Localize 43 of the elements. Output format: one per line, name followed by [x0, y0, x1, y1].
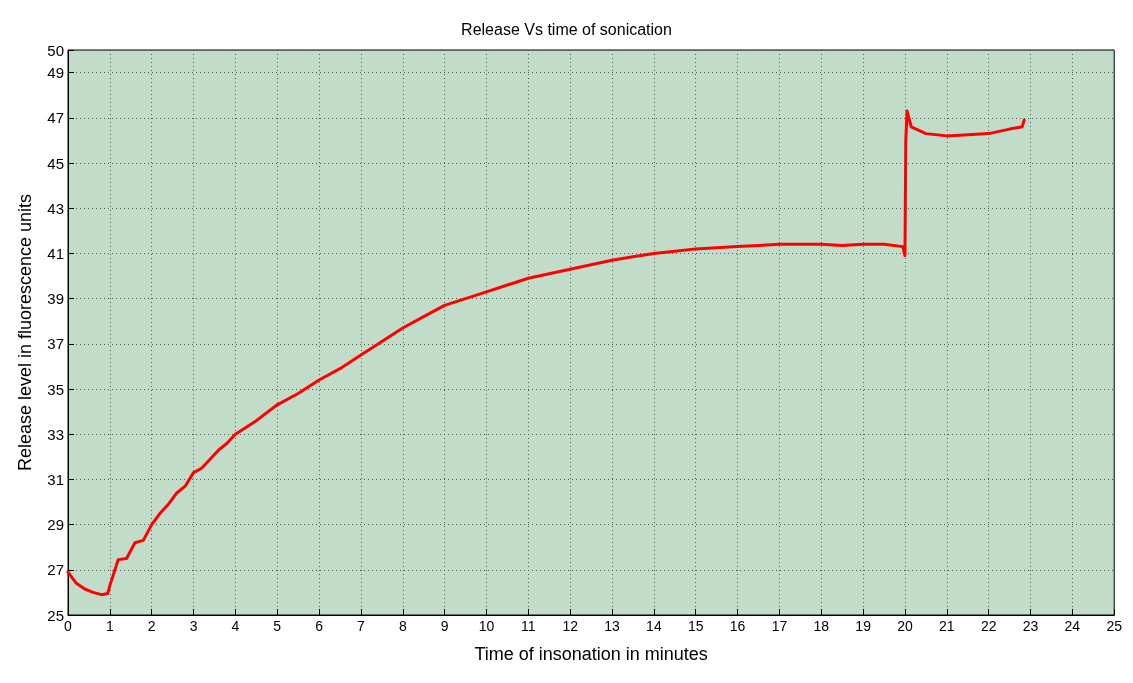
- x-tick-label: 25: [1106, 618, 1123, 634]
- x-tick-label: 10: [478, 618, 495, 634]
- x-tick-label: 3: [189, 618, 198, 634]
- x-tick-label: 14: [646, 618, 662, 634]
- y-axis-title: Release level in fluorescence units: [15, 193, 35, 472]
- x-axis-title: Time of insonation in minutes: [474, 644, 708, 664]
- x-tick-label: 21: [939, 618, 955, 634]
- x-tick-label: 22: [980, 618, 997, 634]
- x-tick-label: 15: [687, 618, 704, 634]
- x-tick-label: 9: [440, 618, 449, 634]
- x-tick-label: 1: [105, 618, 114, 634]
- y-tick-label: 37: [47, 335, 64, 353]
- x-tick-label: 17: [771, 618, 788, 634]
- x-tick-label: 0: [64, 618, 73, 634]
- x-tick-label: 4: [231, 618, 240, 634]
- x-tick-label: 12: [562, 618, 579, 634]
- x-tick-label: 8: [398, 618, 407, 634]
- y-tick-label: 45: [47, 154, 64, 172]
- x-tick-label: 20: [897, 618, 913, 634]
- y-tick-label: 43: [47, 199, 64, 217]
- x-tick-label: 6: [315, 618, 324, 634]
- y-tick-label: 50: [47, 41, 64, 59]
- y-tick-label: 49: [47, 64, 64, 82]
- y-tick-label: 35: [47, 380, 64, 398]
- x-tick-label: 19: [855, 618, 872, 634]
- x-tick-label: 23: [1022, 618, 1039, 634]
- x-tick-label: 2: [147, 618, 156, 634]
- x-tick-label: 13: [604, 618, 621, 634]
- chart-title: Release Vs time of sonication: [461, 20, 672, 38]
- y-tick-label: 39: [47, 290, 64, 308]
- x-tick-label: 5: [273, 618, 282, 634]
- x-tick-label: 18: [813, 618, 830, 634]
- x-tick-label: 24: [1064, 618, 1081, 634]
- y-tick-label: 33: [47, 425, 64, 443]
- y-tick-label: 31: [47, 470, 64, 488]
- y-tick-label: 27: [47, 561, 64, 579]
- y-tick-label: 29: [47, 516, 64, 534]
- x-tick-label: 7: [357, 618, 366, 634]
- x-tick-label: 16: [729, 618, 746, 634]
- line-series: [66, 109, 1026, 597]
- y-tick-label: 41: [47, 244, 64, 262]
- y-tick-label: 47: [47, 109, 64, 127]
- x-tick-label: 11: [521, 618, 536, 634]
